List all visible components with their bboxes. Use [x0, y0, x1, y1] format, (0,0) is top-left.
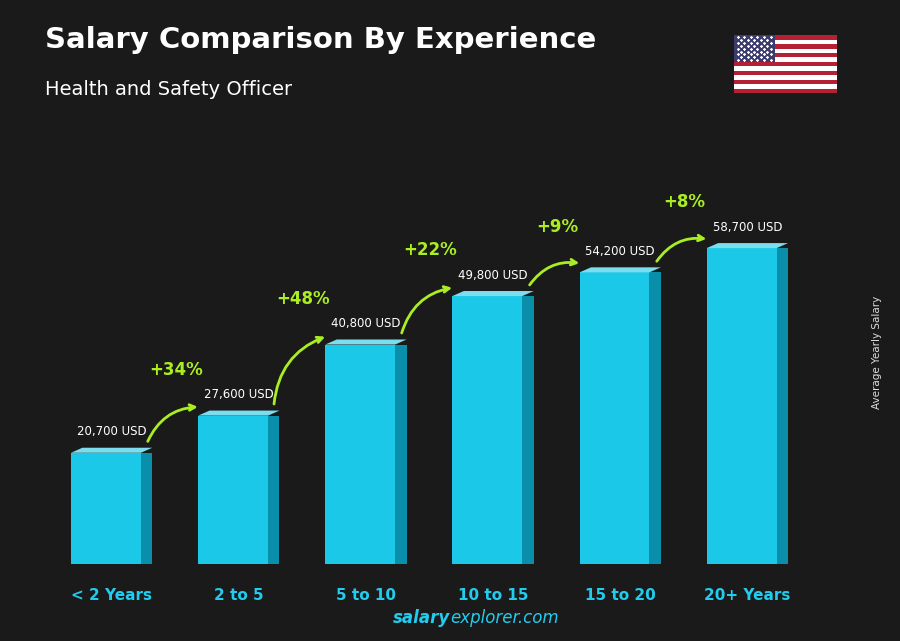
Bar — [734, 79, 837, 84]
Bar — [734, 66, 837, 71]
Polygon shape — [706, 243, 788, 248]
Text: Average Yearly Salary: Average Yearly Salary — [872, 296, 883, 409]
Bar — [734, 44, 837, 49]
Text: 54,200 USD: 54,200 USD — [585, 245, 655, 258]
Text: 40,800 USD: 40,800 USD — [331, 317, 400, 330]
Polygon shape — [522, 296, 534, 564]
Text: +8%: +8% — [663, 194, 706, 212]
Bar — [734, 58, 837, 62]
Bar — [734, 88, 837, 93]
Text: +48%: +48% — [276, 290, 329, 308]
Bar — [453, 296, 522, 564]
Polygon shape — [198, 411, 280, 415]
Bar — [734, 49, 837, 53]
Bar — [734, 35, 775, 62]
Polygon shape — [71, 447, 152, 453]
Text: 49,800 USD: 49,800 USD — [458, 269, 528, 281]
Text: 27,600 USD: 27,600 USD — [204, 388, 274, 401]
Text: 20,700 USD: 20,700 USD — [76, 425, 147, 438]
Polygon shape — [453, 291, 534, 296]
Bar — [71, 453, 141, 564]
Bar — [734, 53, 837, 58]
Polygon shape — [650, 272, 661, 564]
Bar — [734, 75, 837, 79]
Text: +22%: +22% — [403, 242, 457, 260]
Polygon shape — [141, 453, 152, 564]
Bar — [734, 84, 837, 88]
Bar — [734, 71, 837, 75]
Bar — [734, 40, 837, 44]
Bar — [580, 272, 650, 564]
Bar — [734, 35, 837, 40]
Bar — [734, 62, 837, 66]
Bar — [706, 248, 777, 564]
Text: 58,700 USD: 58,700 USD — [713, 221, 782, 233]
Bar — [198, 415, 268, 564]
Polygon shape — [268, 415, 280, 564]
Polygon shape — [325, 340, 407, 345]
Polygon shape — [777, 248, 788, 564]
Polygon shape — [580, 267, 661, 272]
Text: Salary Comparison By Experience: Salary Comparison By Experience — [45, 26, 596, 54]
Text: +34%: +34% — [149, 361, 202, 379]
Polygon shape — [395, 345, 407, 564]
Text: explorer.com: explorer.com — [450, 609, 559, 627]
Text: Health and Safety Officer: Health and Safety Officer — [45, 80, 292, 99]
Bar — [325, 345, 395, 564]
Text: +9%: +9% — [536, 218, 579, 236]
Text: salary: salary — [392, 609, 450, 627]
